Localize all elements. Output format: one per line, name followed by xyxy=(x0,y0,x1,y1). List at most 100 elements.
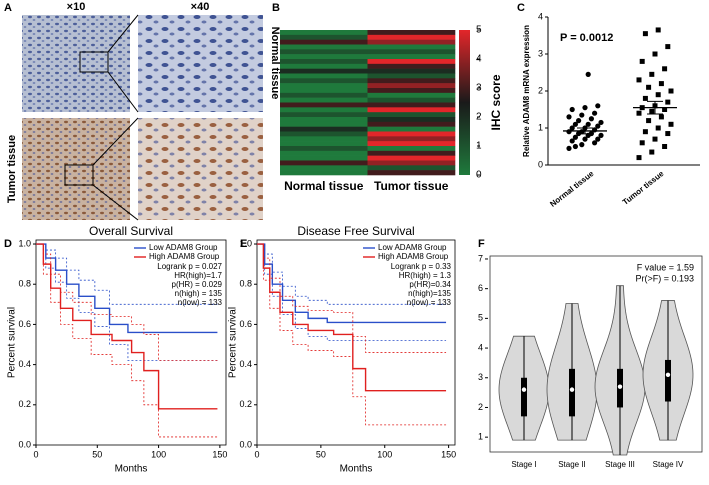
x-tick-label: Stage IV xyxy=(653,460,684,469)
zoom-box xyxy=(64,164,94,186)
data-point xyxy=(662,66,668,72)
y-tick-label: 0.4 xyxy=(239,359,252,369)
annotation: P = 0.0012 xyxy=(560,32,613,44)
heat-cell xyxy=(367,54,456,60)
heat-cell xyxy=(367,44,456,50)
row-label: Tumor tissue xyxy=(6,135,18,203)
heat-cell xyxy=(367,117,456,123)
data-point xyxy=(636,110,642,116)
plot-frame xyxy=(489,255,703,453)
heat-cell xyxy=(280,59,368,65)
data-point xyxy=(668,88,674,94)
data-point xyxy=(572,143,579,150)
heat-cell xyxy=(367,126,456,132)
data-point xyxy=(636,155,642,161)
legend-label: High ADAM8 Group xyxy=(149,252,220,261)
x-tick-label: 100 xyxy=(151,449,166,459)
annotation: n(high) = 135 xyxy=(175,289,223,298)
data-point xyxy=(566,114,572,120)
annotation: Logrank p = 0.027 xyxy=(157,262,222,271)
heat-cell xyxy=(367,39,456,45)
legend-label: High ADAM8 Group xyxy=(378,252,449,261)
data-point xyxy=(658,114,664,120)
row-label: Normal tissue xyxy=(269,27,281,100)
heat-cell xyxy=(367,107,456,113)
x-tick-label: Normal tissue xyxy=(548,169,596,209)
heat-cell xyxy=(367,83,456,89)
heat-cell xyxy=(280,121,368,127)
y-tick-label: 0 xyxy=(538,159,543,169)
data-point xyxy=(595,136,601,142)
y-tick-label: 0.0 xyxy=(239,439,252,449)
heat-cell xyxy=(280,97,368,103)
y-tick-label: 1.0 xyxy=(239,238,252,248)
heat-cell xyxy=(280,30,368,36)
zoom-line xyxy=(107,71,139,113)
panel-label: D xyxy=(4,238,12,250)
heat-cell xyxy=(367,146,456,152)
data-point xyxy=(652,51,658,57)
image-tumor-x40 xyxy=(138,118,263,220)
data-point xyxy=(598,119,604,126)
median xyxy=(665,372,671,377)
x-tick-label: 0 xyxy=(33,449,38,459)
data-point xyxy=(649,71,655,77)
data-point xyxy=(649,108,655,114)
annotation: p(HR)=0.34 xyxy=(409,280,451,289)
zoom-line xyxy=(92,117,139,166)
heat-cell xyxy=(367,92,456,98)
annotation: n(low) = 133 xyxy=(407,298,452,307)
heat-cell xyxy=(367,88,456,94)
heat-cell xyxy=(280,117,368,123)
data-point xyxy=(569,106,575,113)
data-point xyxy=(665,131,671,137)
y-tick-label: 0.6 xyxy=(239,319,252,329)
heat-cell xyxy=(280,155,368,161)
plot-frame xyxy=(35,239,227,446)
x-tick-label: Stage III xyxy=(605,460,635,469)
data-point xyxy=(569,125,575,131)
data-point xyxy=(592,110,598,116)
data-point xyxy=(662,144,668,149)
zoom-line xyxy=(107,14,139,53)
y-tick-label: 0.2 xyxy=(18,399,31,409)
data-point xyxy=(642,95,648,101)
heat-cell xyxy=(280,92,368,98)
y-tick-label: 4 xyxy=(476,54,482,65)
data-point xyxy=(572,134,579,140)
y-tick-label: 0.8 xyxy=(18,279,31,289)
y-tick-label: 0 xyxy=(476,170,482,181)
heat-cell xyxy=(367,165,456,171)
x-axis-title: Months xyxy=(115,464,148,475)
ci-line xyxy=(36,243,218,305)
data-point xyxy=(588,116,595,122)
y-tick-label: 4 xyxy=(478,342,483,352)
colorbar xyxy=(459,30,470,175)
heat-cell xyxy=(280,63,368,69)
x-tick-label: Tumor tissue xyxy=(621,169,666,207)
data-point xyxy=(639,140,645,146)
median xyxy=(521,387,527,392)
data-point xyxy=(572,121,579,127)
annotation: F value = 1.59 xyxy=(637,262,694,272)
plot-frame xyxy=(256,239,456,446)
heat-cell xyxy=(367,155,456,161)
data-point xyxy=(649,149,655,155)
y-tick-label: 1 xyxy=(478,432,483,442)
data-point xyxy=(569,138,575,144)
heat-cell xyxy=(367,102,456,108)
panel-label: F xyxy=(478,238,485,250)
heat-cell xyxy=(367,136,456,142)
y-tick-label: 3 xyxy=(538,48,543,58)
heat-cell xyxy=(280,131,368,137)
y-tick-label: 3 xyxy=(476,83,482,94)
panel-label: A xyxy=(4,2,12,14)
y-tick-label: 2 xyxy=(478,402,483,412)
data-point xyxy=(655,125,661,131)
heat-cell xyxy=(280,44,368,50)
y-tick-label: 4 xyxy=(538,11,543,21)
image-tumor-x10 xyxy=(22,118,130,220)
heat-cell xyxy=(367,59,456,65)
y-tick-label: 2 xyxy=(538,85,543,95)
histology: ×10 ×40 Normal tissue Tumor tissue xyxy=(6,1,281,221)
